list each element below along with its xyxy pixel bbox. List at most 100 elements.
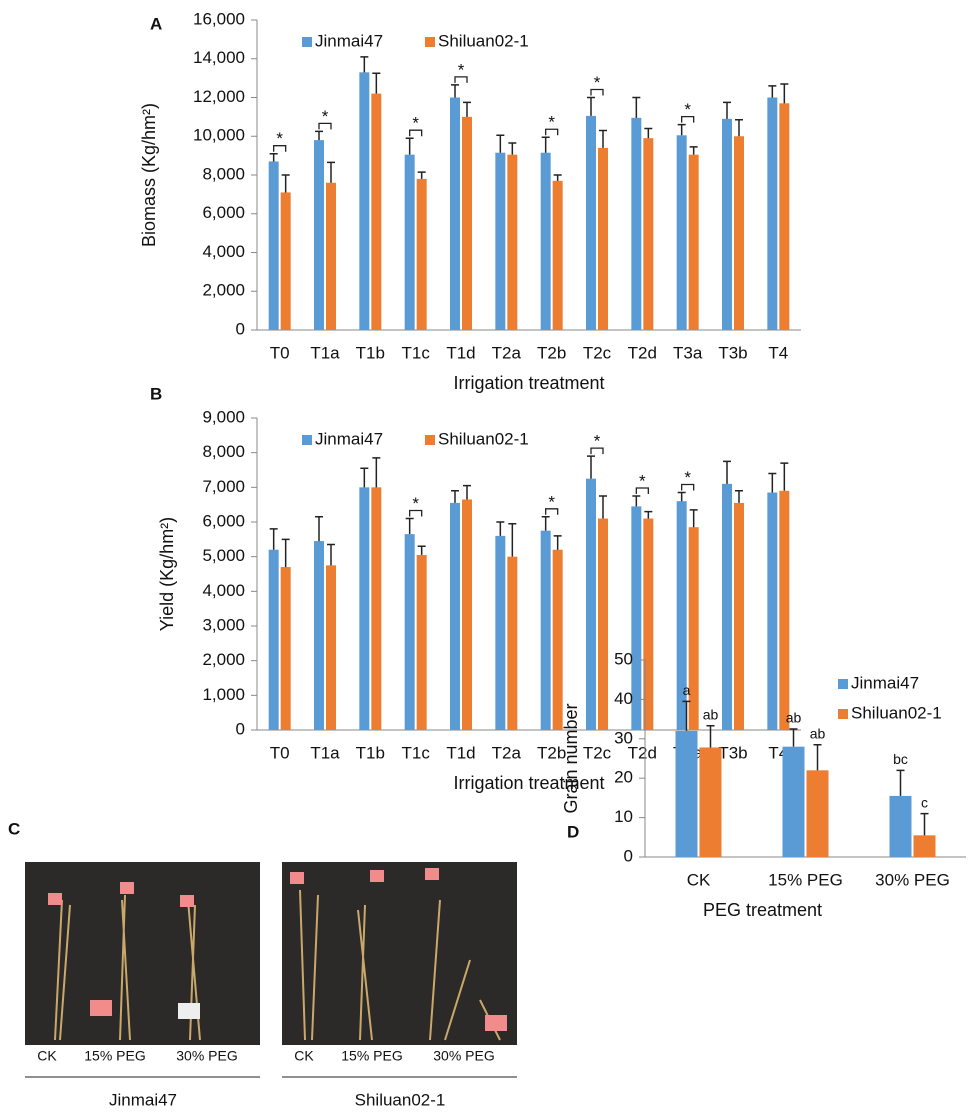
x-tick-label: T2d <box>628 343 657 362</box>
bar <box>734 502 744 730</box>
significance-bracket <box>681 115 695 123</box>
photo-label: 15% PEG <box>84 1048 145 1064</box>
bar <box>359 72 370 330</box>
group-name: Shiluan02-1 <box>355 1090 446 1109</box>
significance-letter: ab <box>810 725 826 741</box>
error-bar <box>508 522 517 557</box>
panel-label: B <box>150 384 162 403</box>
bar <box>631 506 642 730</box>
bar <box>598 518 608 730</box>
x-tick-label: T0 <box>270 743 290 762</box>
error-bar <box>327 161 335 183</box>
y-tick-label: 2,000 <box>202 650 245 669</box>
error-bar <box>920 812 929 836</box>
error-bar <box>689 509 698 528</box>
y-tick-label: 2,000 <box>202 281 245 300</box>
error-bar <box>315 516 323 542</box>
bar <box>676 501 687 730</box>
error-bar <box>768 472 777 493</box>
significance-letter: a <box>683 682 691 698</box>
significance-bracket <box>273 145 287 152</box>
photo-label: 15% PEG <box>341 1048 402 1064</box>
error-bar <box>541 516 550 531</box>
photo <box>25 862 260 1045</box>
bar <box>280 192 291 330</box>
bar <box>675 730 698 857</box>
y-tick-label: 7,000 <box>202 477 245 496</box>
bar <box>326 182 336 330</box>
error-bar <box>281 174 290 193</box>
bar <box>586 115 596 330</box>
error-bar <box>706 725 715 748</box>
significance-letter: ab <box>786 710 802 726</box>
y-tick-label: 40 <box>614 689 633 708</box>
x-axis-label: Irrigation treatment <box>453 373 604 393</box>
significance-star: * <box>412 114 419 133</box>
y-tick-label: 4,000 <box>202 242 245 261</box>
significance-bracket <box>590 88 604 96</box>
error-bar <box>360 56 369 73</box>
x-tick-label: T2b <box>537 743 566 762</box>
legend-swatch <box>838 679 848 689</box>
bar <box>540 530 551 730</box>
error-bar <box>451 490 459 503</box>
bar <box>699 747 722 857</box>
significance-letter: bc <box>893 751 908 767</box>
error-bar <box>417 171 426 179</box>
bar <box>268 549 279 730</box>
legend-swatch <box>302 37 312 47</box>
x-tick-label: 15% PEG <box>768 870 843 889</box>
bar <box>767 97 778 330</box>
error-bar <box>689 146 698 155</box>
significance-bracket <box>681 483 695 491</box>
error-bar <box>599 129 607 148</box>
bar <box>416 178 427 330</box>
significance-star: * <box>412 494 419 513</box>
x-tick-label: T2c <box>583 743 612 762</box>
significance-bracket <box>409 509 423 517</box>
significance-star: * <box>639 471 646 490</box>
legend-label: Shiluan02-1 <box>438 31 529 50</box>
error-bar <box>632 495 641 507</box>
significance-bracket <box>545 508 559 515</box>
bar <box>631 117 642 330</box>
bar <box>586 478 596 730</box>
significance-bracket <box>409 129 423 137</box>
significance-bracket <box>545 128 559 136</box>
y-axis-label: Biomass (Kg/hm²) <box>139 103 159 247</box>
y-tick-label: 1,000 <box>202 685 245 704</box>
y-tick-label: 5,000 <box>202 546 245 565</box>
x-tick-label: T1c <box>401 743 430 762</box>
bar <box>507 556 518 730</box>
y-tick-label: 10,000 <box>193 126 245 145</box>
error-bar <box>281 538 290 568</box>
legend-swatch <box>302 435 312 445</box>
error-bar <box>327 543 335 566</box>
y-tick-label: 0 <box>236 319 245 338</box>
legend-label: Shiluan02-1 <box>851 703 942 722</box>
legend-label: Jinmai47 <box>851 673 919 692</box>
error-bar <box>735 490 743 503</box>
photo-label: 30% PEG <box>176 1048 237 1064</box>
x-tick-label: T3a <box>673 343 703 362</box>
legend-label: Jinmai47 <box>315 31 383 50</box>
bar <box>450 97 460 330</box>
photo <box>282 862 517 1045</box>
error-bar <box>789 728 798 747</box>
y-tick-label: 8,000 <box>202 442 245 461</box>
error-bar <box>768 85 777 98</box>
significance-bracket <box>454 76 468 83</box>
y-tick-label: 4,000 <box>202 581 245 600</box>
bar <box>507 154 518 330</box>
y-tick-label: 12,000 <box>193 87 245 106</box>
error-bar <box>780 462 789 491</box>
x-tick-label: T1d <box>446 343 475 362</box>
legend-swatch <box>425 37 435 47</box>
bar <box>314 541 324 730</box>
photo-label: 30% PEG <box>433 1048 494 1064</box>
photo-detail <box>54 889 501 1041</box>
error-bar <box>508 142 517 155</box>
error-bar <box>372 72 381 94</box>
error-bar <box>677 491 686 502</box>
x-tick-label: CK <box>687 870 711 889</box>
